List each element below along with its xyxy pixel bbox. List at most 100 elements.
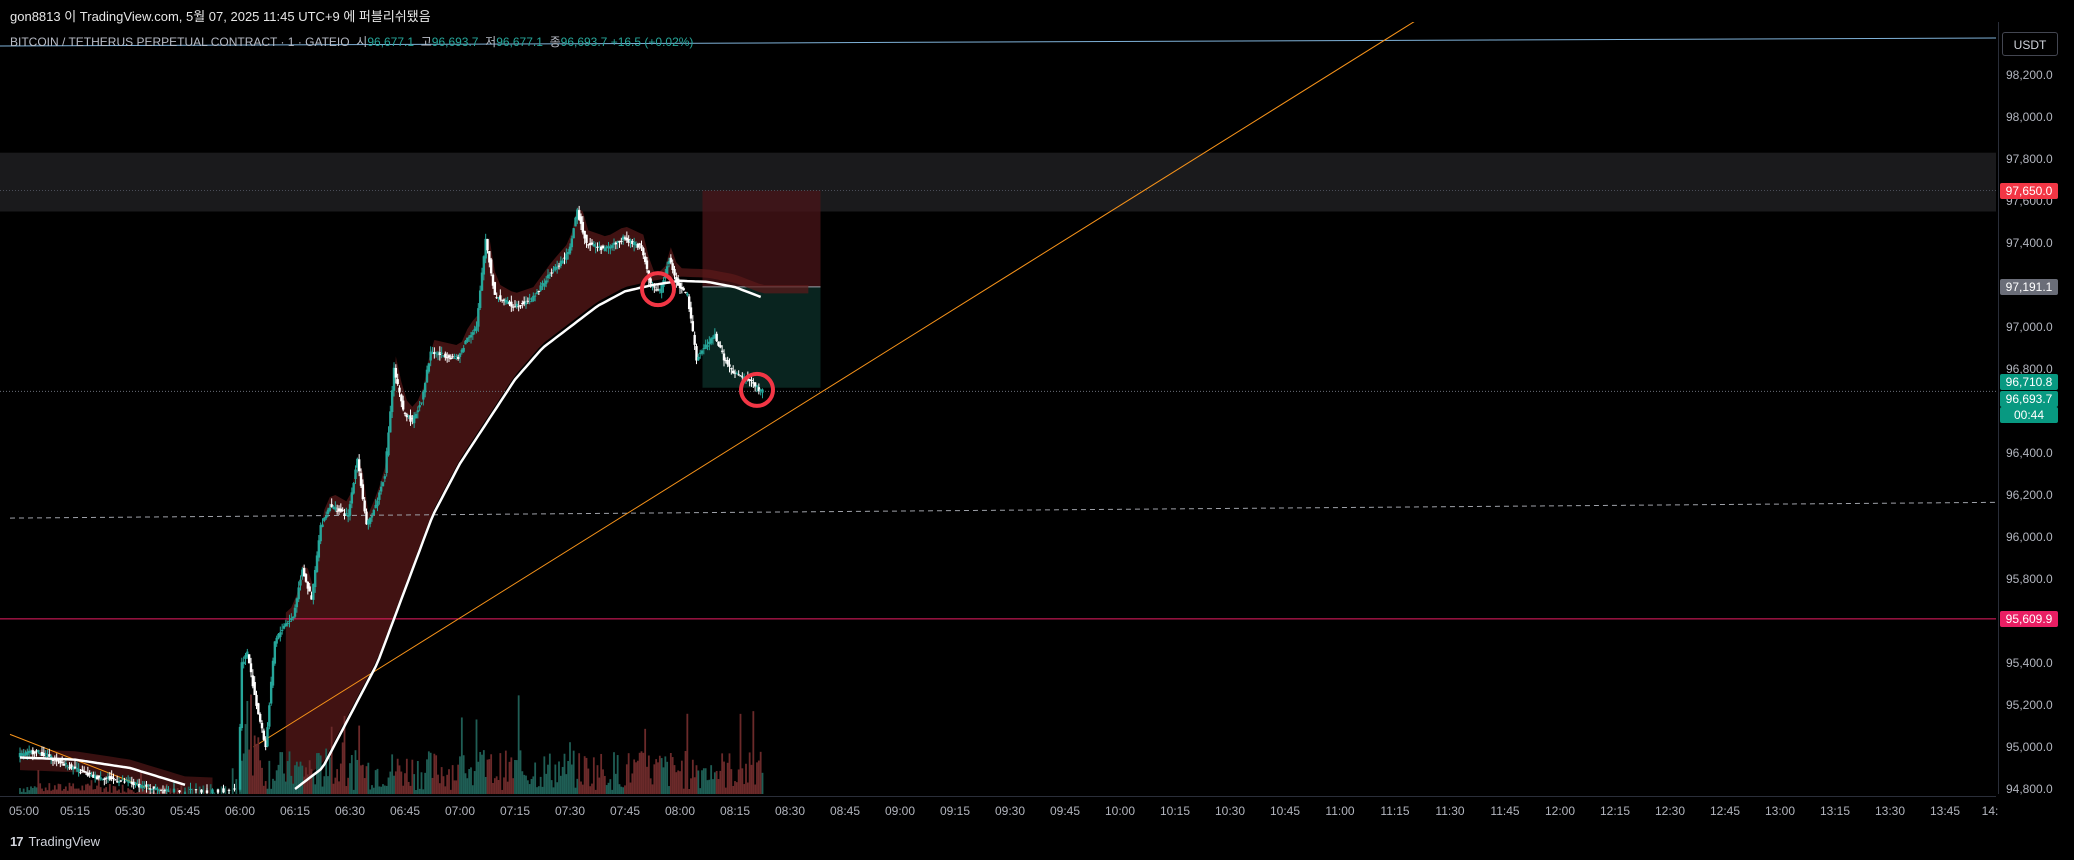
- highlight-circle-marker: [739, 371, 775, 408]
- candle-body: [370, 515, 374, 518]
- volume-bar: [504, 750, 507, 794]
- volume-bar: [519, 750, 522, 794]
- volume-bar: [481, 754, 483, 794]
- volume-bar: [418, 788, 421, 794]
- volume-bar: [319, 755, 322, 794]
- candle-body: [216, 789, 220, 793]
- candle-body: [609, 246, 612, 249]
- price-axis[interactable]: [1998, 22, 2074, 794]
- price-tick-label: 98,200.0: [2006, 68, 2053, 82]
- candle-body: [403, 412, 407, 414]
- volume-bar: [609, 779, 612, 794]
- volume-bar: [587, 768, 590, 794]
- candle-body: [427, 363, 431, 372]
- volume-bar: [437, 774, 439, 794]
- volume-bar: [680, 760, 683, 794]
- volume-bar: [116, 790, 119, 794]
- volume-bar: [288, 751, 291, 794]
- volume-bar: [86, 783, 89, 794]
- time-tick-label: 13:15: [1819, 804, 1851, 818]
- volume-bar: [371, 785, 373, 794]
- price-tick-label: 98,000.0: [2006, 110, 2053, 124]
- candle-body: [101, 779, 104, 781]
- volume-bar: [754, 784, 757, 794]
- volume-bar: [74, 788, 76, 794]
- candle-body: [629, 240, 632, 242]
- candle-body: [412, 415, 416, 424]
- volume-bar: [235, 779, 238, 794]
- candle-body: [673, 268, 676, 276]
- time-tick-label: 09:45: [1049, 804, 1081, 818]
- volume-bar: [266, 788, 269, 794]
- volume-bar: [424, 772, 427, 794]
- volume-bar: [492, 782, 494, 794]
- candle-body: [354, 469, 357, 480]
- currency-button[interactable]: USDT: [2002, 32, 2058, 56]
- volume-bar: [273, 780, 276, 794]
- candle-body: [378, 492, 381, 500]
- candle-body: [488, 251, 491, 263]
- volume-bar: [321, 786, 324, 794]
- volume-bar: [618, 784, 621, 794]
- candle-body: [148, 788, 152, 790]
- volume-bar: [277, 764, 280, 794]
- volume-bar: [24, 792, 27, 794]
- volume-bar: [759, 751, 762, 794]
- candle-body: [313, 569, 317, 588]
- candle-body: [596, 246, 599, 248]
- volume-bar: [136, 792, 139, 794]
- price-tick-label: 95,800.0: [2006, 572, 2053, 586]
- volume-bar: [248, 749, 251, 794]
- time-tick-label: 11:00: [1325, 804, 1355, 818]
- volume-bar: [332, 783, 335, 794]
- candle-body: [599, 246, 603, 251]
- candle-body: [414, 413, 418, 419]
- time-axis[interactable]: [0, 796, 1996, 823]
- volume-bar: [114, 786, 117, 794]
- volume-bar: [429, 752, 432, 794]
- volume-bar: [666, 761, 669, 794]
- candle-body: [466, 337, 469, 342]
- candle-body: [363, 500, 366, 512]
- volume-bar: [118, 789, 120, 794]
- volume-bar: [39, 783, 42, 794]
- volume-bar: [261, 767, 263, 794]
- candle-body: [557, 265, 561, 267]
- volume-bar: [695, 765, 698, 794]
- volume-bar: [658, 755, 661, 794]
- time-tick-label: 10:30: [1214, 804, 1246, 818]
- volume-bar: [530, 778, 533, 794]
- candle-body: [392, 367, 396, 391]
- price-chart[interactable]: [0, 22, 1996, 794]
- candle-body: [81, 769, 84, 772]
- candle-body: [130, 781, 134, 784]
- volume-bar: [281, 752, 284, 794]
- candle-body: [713, 334, 717, 339]
- candle-body: [141, 787, 145, 789]
- candle-body: [555, 266, 559, 269]
- time-tick-label: 07:15: [499, 804, 531, 818]
- time-tick-label: 08:15: [719, 804, 751, 818]
- candle-body: [401, 400, 405, 410]
- volume-bar: [556, 782, 559, 794]
- candle-body: [27, 750, 31, 753]
- legend-low-label: 저: [485, 35, 497, 49]
- volume-bar: [19, 788, 21, 794]
- volume-bar: [616, 755, 619, 794]
- candle-body: [194, 789, 198, 791]
- candle-body: [200, 789, 203, 793]
- volume-bar: [466, 778, 469, 794]
- volume-bar: [297, 766, 300, 794]
- volume-bar: [431, 777, 434, 794]
- candle-body: [680, 286, 684, 289]
- time-tick-label: 06:00: [224, 804, 256, 818]
- candle-body: [759, 389, 762, 391]
- volume-bar: [673, 765, 676, 794]
- volume-bar: [195, 783, 197, 794]
- candle-body: [383, 476, 387, 479]
- volume-bar: [757, 760, 760, 794]
- volume-bar: [279, 752, 282, 794]
- volume-bar: [614, 773, 617, 794]
- volume-bar: [28, 790, 31, 794]
- footer-brand[interactable]: 17 TradingView: [10, 834, 100, 849]
